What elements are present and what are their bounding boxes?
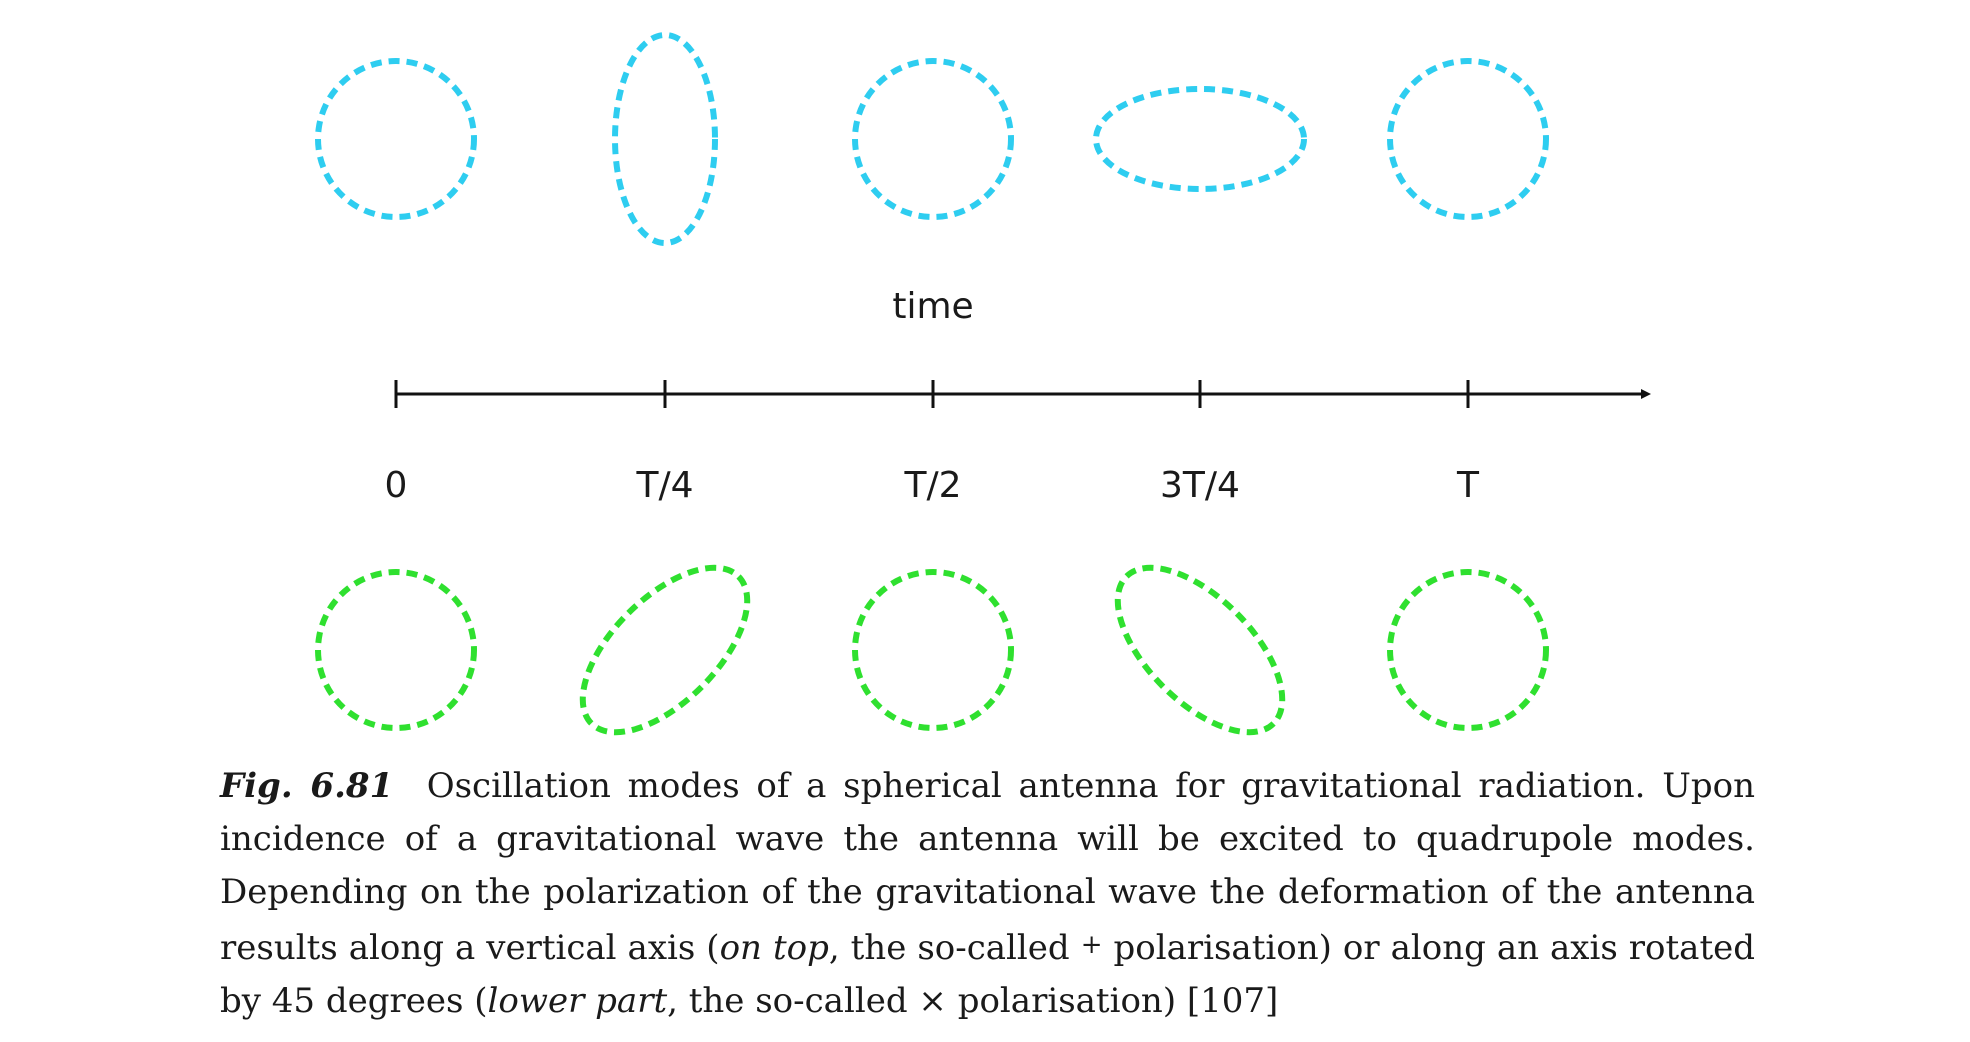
plus-symbol: + [1080,930,1103,960]
tick-label-t: T [1456,465,1480,506]
top-shape-t-half [852,58,1014,220]
tick-label-0: 0 [385,465,408,506]
plus-polarisation-row [315,32,1549,246]
caption-emphasis-on-top: on top [719,928,829,968]
cross-polarisation-row [315,564,1549,736]
bottom-shape-t-quarter [579,564,751,736]
bottom-shape-t-half [852,569,1014,731]
time-axis [394,380,1651,408]
tick-label-three-t-quarter: 3T/4 [1160,465,1240,506]
top-shape-t-full [1387,58,1549,220]
tick-labels: 0 T/4 T/2 3T/4 T [385,465,1480,506]
bottom-shape-t-three-quarter [1114,564,1286,736]
caption-text: Oscillation modes of a spherical antenna… [220,766,1756,968]
tick-label-t-quarter: T/4 [635,465,693,506]
figure-number: Fig. 6.81 [220,766,394,806]
times-symbol: × [918,981,947,1021]
axis-label-time: time [892,286,973,327]
top-shape-t-three-quarter [1093,86,1307,192]
caption-emphasis-lower-part: lower part [487,981,668,1021]
caption-text: polarisation) [107] [946,981,1279,1021]
top-shape-t0 [315,58,477,220]
caption-text: , the so-called [828,928,1081,968]
top-shape-t-quarter [612,32,718,246]
polarisation-diagram: time 0 T/4 T/2 3T/4 T [315,32,1651,736]
bottom-shape-t0 [315,569,477,731]
caption-text: polarisation) or along an axis rotated b… [220,928,1755,1021]
figure-caption: Fig. 6.81 Oscillation modes of a spheric… [220,760,1755,1028]
caption-text: , the so-called [667,981,919,1021]
tick-label-t-half: T/2 [903,465,961,506]
bottom-shape-t-full [1387,569,1549,731]
